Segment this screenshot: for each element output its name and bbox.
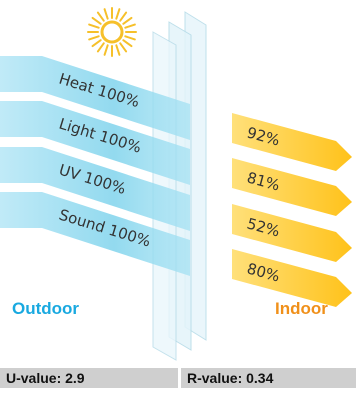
outgoing-band xyxy=(232,158,352,216)
sun-ray xyxy=(119,42,128,53)
sun-ray xyxy=(103,44,109,56)
sun-ray xyxy=(91,16,102,25)
incoming-band xyxy=(0,56,190,140)
sun-ray xyxy=(124,35,136,41)
incoming-band xyxy=(0,192,190,276)
outgoing-bands xyxy=(232,113,352,307)
outdoor-label: Outdoor xyxy=(12,299,80,318)
sun-ray xyxy=(115,8,121,20)
outgoing-band xyxy=(232,113,352,171)
incoming-band xyxy=(0,147,190,231)
sun-ray xyxy=(122,39,133,48)
sun-ray xyxy=(88,23,100,29)
sun-ray xyxy=(96,11,105,22)
u-value-cell: U-value: 2.9 xyxy=(0,368,178,388)
sun-ray xyxy=(91,39,102,48)
outgoing-band xyxy=(232,204,352,262)
incoming-band xyxy=(0,101,190,185)
sun-ray xyxy=(122,16,133,25)
indoor-label: Indoor xyxy=(275,299,328,318)
sun-ray xyxy=(103,8,109,20)
sun-ray xyxy=(115,44,121,56)
r-value-cell: R-value: 0.34 xyxy=(181,368,356,388)
outgoing-band xyxy=(232,249,352,307)
sun-ray xyxy=(88,35,100,41)
sun-ray xyxy=(119,11,128,22)
sun-icon xyxy=(87,7,137,57)
sun-ray xyxy=(96,42,105,53)
sun-ray xyxy=(124,23,136,29)
incoming-bands xyxy=(0,56,190,276)
